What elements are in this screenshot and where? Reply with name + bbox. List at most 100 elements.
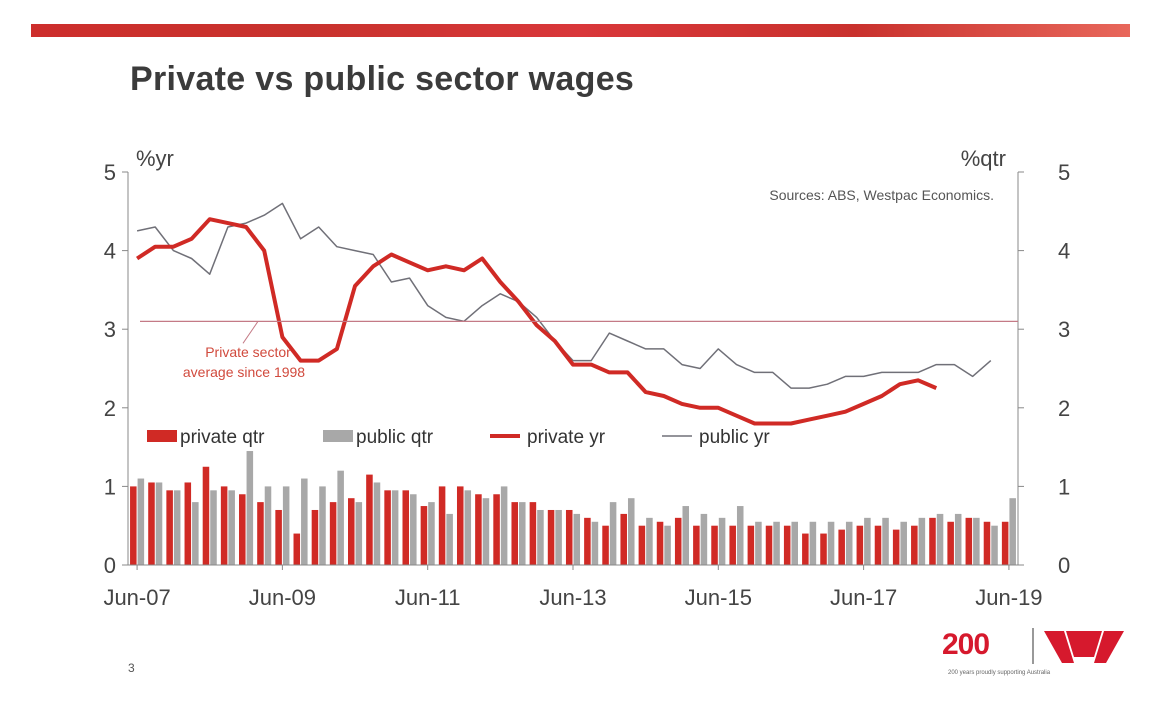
bar-public-qtr-19 (482, 498, 490, 565)
bar-private-qtr-14 (384, 490, 391, 565)
chart-legend: private qtr public qtr private yr public… (147, 427, 770, 448)
bar-private-qtr-21 (511, 502, 519, 565)
bar-private-qtr-5 (220, 486, 228, 565)
x-tick-label-Jun-11: Jun-11 (395, 585, 461, 610)
bar-public-qtr-4 (210, 490, 217, 565)
bar-public-qtr-18 (464, 490, 472, 565)
bar-private-qtr-38 (820, 533, 827, 565)
x-tick-label-Jun-17: Jun-17 (830, 585, 897, 610)
bar-private-qtr-6 (239, 494, 246, 565)
bar-public-qtr-47 (991, 525, 998, 565)
legend-label-private-yr: private yr (527, 427, 606, 448)
bar-private-qtr-26 (602, 525, 609, 565)
logo-tagline: 200 years proudly supporting Australia (948, 670, 1051, 676)
right-axis-label: %qtr (961, 146, 1006, 171)
bar-public-qtr-14 (391, 490, 399, 565)
bar-public-qtr-24 (573, 513, 581, 565)
bar-layer (130, 451, 1016, 565)
legend-swatch-private-qtr (147, 430, 177, 442)
bar-public-qtr-11 (337, 470, 344, 565)
bar-public-qtr-10 (319, 486, 326, 565)
left-tick-label-0: 0 (104, 553, 116, 578)
reference-annotation-line2: average since 1998 (183, 364, 305, 380)
bar-private-qtr-34 (747, 525, 755, 565)
bar-private-qtr-22 (529, 502, 537, 565)
bar-public-qtr-0 (137, 478, 145, 565)
bar-public-qtr-12 (355, 502, 363, 565)
bar-private-qtr-28 (638, 525, 646, 565)
bar-public-qtr-42 (900, 521, 907, 565)
bar-public-qtr-9 (301, 478, 308, 565)
bar-public-qtr-40 (864, 517, 871, 565)
bar-public-qtr-28 (646, 517, 653, 565)
reference-leader (242, 321, 259, 344)
bar-private-qtr-13 (366, 474, 373, 565)
bar-public-qtr-33 (736, 506, 744, 565)
bar-public-qtr-31 (700, 513, 708, 565)
x-tick-label-Jun-19: Jun-19 (975, 585, 1042, 610)
bar-private-qtr-29 (656, 521, 664, 565)
legend-swatch-public-qtr (323, 430, 353, 442)
right-tick-label-5: 5 (1058, 160, 1070, 185)
bar-private-qtr-18 (456, 486, 464, 565)
header-banner (31, 24, 1130, 37)
bar-private-qtr-30 (674, 517, 682, 565)
bar-private-qtr-19 (475, 494, 482, 565)
left-tick-label-4: 4 (104, 239, 116, 264)
left-tick-label-5: 5 (104, 160, 116, 185)
bar-private-qtr-1 (148, 482, 155, 565)
bar-public-qtr-41 (882, 517, 889, 565)
bar-public-qtr-26 (609, 502, 617, 565)
x-tick-label-Jun-15: Jun-15 (685, 585, 752, 610)
bar-public-qtr-35 (773, 521, 780, 565)
bar-private-qtr-12 (348, 498, 355, 565)
line-private-yr (136, 217, 938, 426)
bar-public-qtr-46 (973, 517, 980, 565)
bar-private-qtr-31 (693, 525, 700, 565)
bar-private-qtr-43 (911, 525, 918, 565)
source-note: Sources: ABS, Westpac Economics. (769, 187, 994, 203)
bar-public-qtr-22 (537, 509, 544, 565)
westpac-logo: 200 200 years proudly supporting Austral… (940, 625, 1130, 685)
bar-public-qtr-5 (228, 490, 235, 565)
bar-public-qtr-13 (373, 482, 381, 565)
left-axis-label: %yr (136, 146, 174, 171)
bar-public-qtr-43 (918, 517, 926, 565)
bar-private-qtr-36 (783, 525, 791, 565)
x-tick-label-Jun-09: Jun-09 (249, 585, 316, 610)
bar-private-qtr-45 (947, 521, 954, 565)
bar-public-qtr-8 (282, 486, 290, 565)
reference-annotation-line1: Private sector (205, 344, 291, 360)
bar-public-qtr-1 (155, 482, 163, 565)
bar-public-qtr-44 (936, 513, 944, 565)
logo-200-text: 200 (942, 628, 990, 661)
x-tick-label-Jun-07: Jun-07 (103, 585, 170, 610)
line-layer (136, 202, 992, 426)
bar-public-qtr-36 (791, 521, 798, 565)
right-tick-label-4: 4 (1058, 239, 1070, 264)
slide-title: Private vs public sector wages (130, 60, 635, 98)
bar-private-qtr-15 (402, 490, 410, 565)
bar-public-qtr-15 (410, 494, 417, 565)
bar-private-qtr-20 (493, 494, 500, 565)
legend-label-public-yr: public yr (699, 427, 770, 448)
bar-private-qtr-37 (802, 533, 809, 565)
bar-public-qtr-7 (264, 486, 272, 565)
bar-private-qtr-11 (329, 502, 337, 565)
bar-private-qtr-2 (166, 490, 173, 565)
bar-public-qtr-2 (173, 490, 181, 565)
bar-private-qtr-40 (856, 525, 864, 565)
bar-public-qtr-45 (954, 513, 962, 565)
bar-public-qtr-32 (718, 517, 726, 565)
bar-private-qtr-35 (765, 525, 773, 565)
bar-private-qtr-10 (311, 509, 319, 565)
x-tick-label-Jun-13: Jun-13 (539, 585, 606, 610)
right-tick-label-0: 0 (1058, 553, 1070, 578)
legend-label-public-qtr: public qtr (356, 427, 434, 448)
bar-private-qtr-7 (257, 502, 264, 565)
bar-private-qtr-9 (293, 533, 301, 565)
label-layer: %yr %qtr Sources: ABS, Westpac Economics… (136, 146, 1006, 380)
bar-private-qtr-47 (983, 521, 991, 565)
bar-private-qtr-39 (838, 529, 845, 565)
